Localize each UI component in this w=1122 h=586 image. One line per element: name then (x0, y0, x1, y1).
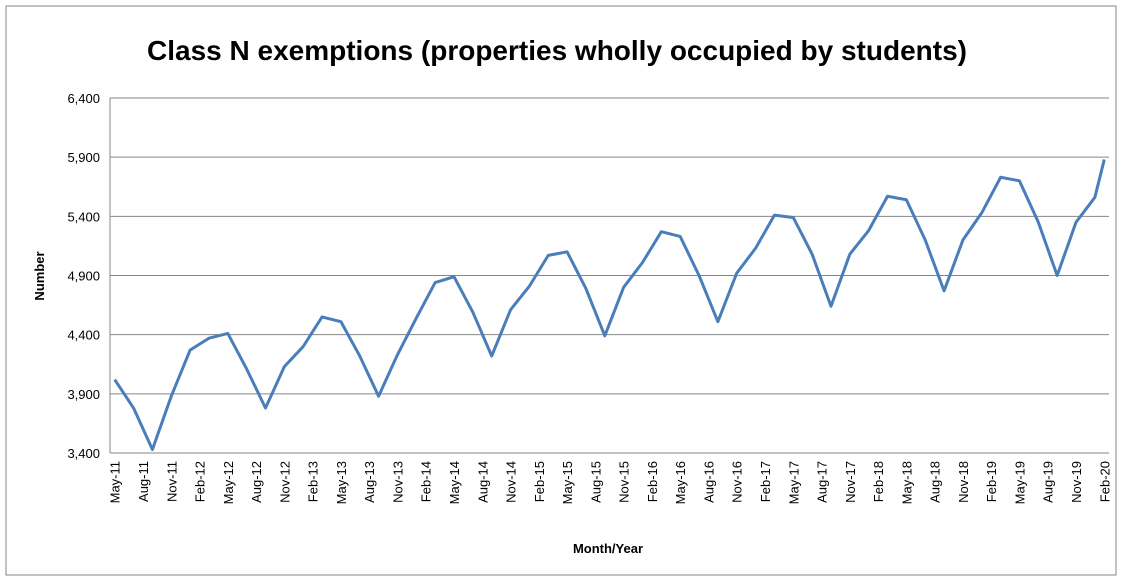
y-tick-label: 5,400 (67, 209, 100, 224)
x-tick-label: Feb-20 (1097, 461, 1112, 502)
x-tick-label: Nov-12 (277, 461, 292, 503)
x-tick-label: Aug-16 (701, 461, 716, 503)
x-tick-label: Nov-17 (843, 461, 858, 503)
y-tick-label: 4,900 (67, 269, 100, 284)
x-tick-label: May-19 (1012, 461, 1027, 504)
x-tick-label: Feb-19 (984, 461, 999, 502)
y-tick-label: 3,400 (67, 446, 100, 461)
x-tick-label: Feb-17 (758, 461, 773, 502)
x-tick-label: May-14 (447, 461, 462, 504)
x-tick-label: Feb-15 (532, 461, 547, 502)
x-tick-label: Aug-13 (362, 461, 377, 503)
x-tick-label: Nov-11 (164, 461, 179, 502)
x-tick-label: Feb-14 (419, 461, 434, 502)
x-tick-label: May-18 (899, 461, 914, 504)
x-tick-label: Nov-16 (730, 461, 745, 503)
chart-border (5, 5, 1117, 576)
x-tick-label: May-15 (560, 461, 575, 504)
x-tick-label: Feb-12 (193, 461, 208, 502)
x-tick-label: Aug-19 (1041, 461, 1056, 503)
x-tick-label: Aug-17 (815, 461, 830, 503)
y-axis-title: Number (32, 251, 47, 300)
y-tick-label: 4,400 (67, 328, 100, 343)
x-tick-label: May-12 (221, 461, 236, 504)
x-tick-label: May-16 (673, 461, 688, 504)
x-tick-label: Aug-15 (588, 461, 603, 503)
x-tick-label: May-11 (108, 461, 123, 503)
x-tick-label: Aug-18 (928, 461, 943, 503)
x-axis-title: Month/Year (573, 541, 643, 556)
chart-title: Class N exemptions (properties wholly oc… (147, 35, 967, 66)
y-tick-label: 3,900 (67, 387, 100, 402)
y-tick-label: 5,900 (67, 150, 100, 165)
y-tick-label: 6,400 (67, 91, 100, 106)
x-tick-label: May-13 (334, 461, 349, 504)
x-tick-label: Nov-15 (617, 461, 632, 503)
x-tick-label: Nov-13 (390, 461, 405, 503)
x-tick-label: Nov-18 (956, 461, 971, 503)
x-tick-label: Aug-12 (249, 461, 264, 503)
x-tick-label: Aug-14 (475, 461, 490, 503)
x-tick-label: Feb-13 (306, 461, 321, 502)
x-tick-label: Nov-19 (1069, 461, 1084, 503)
x-tick-label: Feb-18 (871, 461, 886, 502)
x-tick-label: Feb-16 (645, 461, 660, 502)
data-line (113, 159, 1106, 451)
x-tick-label: May-17 (786, 461, 801, 504)
x-tick-label: Aug-11 (136, 461, 151, 502)
x-tick-label: Nov-14 (504, 461, 519, 503)
